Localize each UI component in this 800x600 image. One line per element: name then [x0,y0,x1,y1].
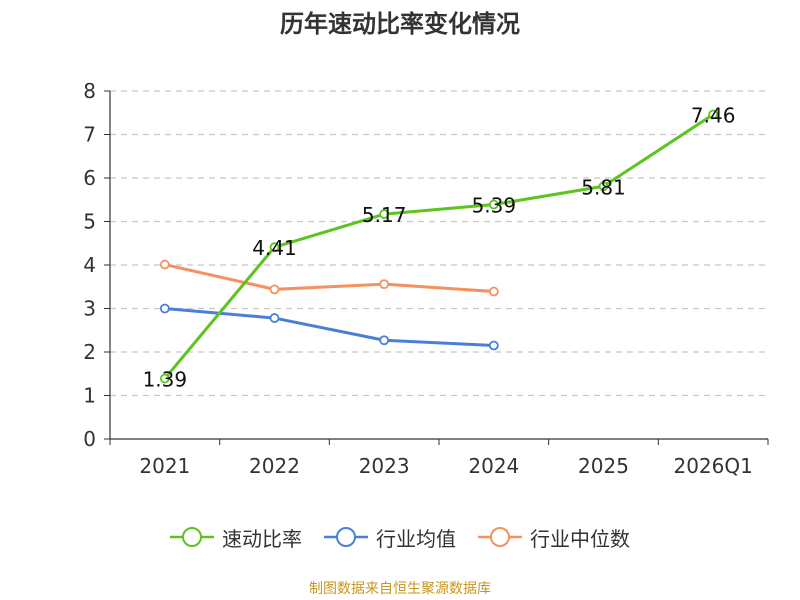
legend-label: 速动比率 [222,526,302,551]
data-label: 5.17 [362,203,407,227]
legend-swatch [478,527,522,547]
x-tick-label: 2023 [359,454,410,478]
y-tick-label: 8 [83,79,96,103]
grid-lines [110,90,768,397]
data-point [379,209,390,220]
data-point [269,284,280,295]
data-point [488,340,499,351]
data-labels: 1.39 4.41 5.17 5.39 5.81 7.46 [143,103,736,391]
series-line [164,307,494,347]
data-point [269,313,280,323]
legend-swatch-marker [182,527,202,547]
y-tick-label: 4 [83,253,96,277]
series [159,109,719,384]
x-tick-label: 2024 [468,454,519,478]
data-point [379,335,390,346]
data-label: 7.46 [691,103,736,127]
legend-swatch-marker [336,527,356,547]
axes: 0 1 2 3 4 5 6 7 8 2021 2022 2023 2024 2025 2026Q1 [83,79,769,478]
data-point [269,242,280,253]
series-line [164,263,494,294]
data-point [708,109,719,120]
data-point [488,199,499,210]
data-point [379,279,390,290]
y-tick-label: 0 [83,427,96,451]
data-label: 5.81 [581,175,626,199]
legend-item[interactable]: 行业均值 [324,523,456,552]
data-point [159,303,170,314]
legend-label: 行业中位数 [530,526,630,551]
data-label: 1.39 [143,368,188,392]
legend-swatch-marker [490,527,510,547]
legend: 速动比率 行业均值 行业中位数 [0,522,800,552]
legend-label: 行业均值 [376,526,456,551]
y-tick-label: 6 [83,166,96,190]
data-label: 5.39 [472,194,517,218]
y-tick-label: 5 [83,210,96,234]
y-tick-label: 7 [83,123,96,147]
legend-item[interactable]: 行业中位数 [478,523,630,552]
data-label: 4.41 [252,236,297,260]
x-tick-label: 2026Q1 [673,454,752,478]
y-tick-label: 3 [83,297,96,321]
data-point [159,373,170,384]
data-point [488,286,499,297]
legend-swatch [324,527,368,547]
x-tick-label: 2025 [578,454,629,478]
legend-swatch [170,527,214,547]
data-point [598,181,609,192]
y-tick-label: 1 [83,384,96,408]
series-line [163,113,714,380]
chart-title: 历年速动比率变化情况 [280,10,520,38]
data-point [159,259,170,270]
y-tick-label: 2 [83,340,96,364]
x-tick-label: 2022 [249,454,300,478]
x-tick-label: 2021 [139,454,190,478]
legend-item[interactable]: 速动比率 [170,523,302,552]
source-note: 制图数据来自恒生聚源数据库 [309,581,491,597]
